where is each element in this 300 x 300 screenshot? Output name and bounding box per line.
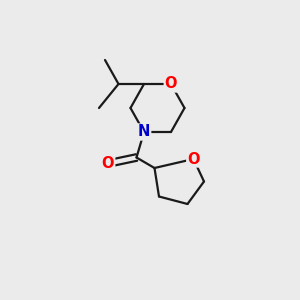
- Text: O: O: [165, 76, 177, 92]
- Text: O: O: [187, 152, 200, 166]
- Text: N: N: [138, 124, 150, 140]
- Text: O: O: [102, 156, 114, 171]
